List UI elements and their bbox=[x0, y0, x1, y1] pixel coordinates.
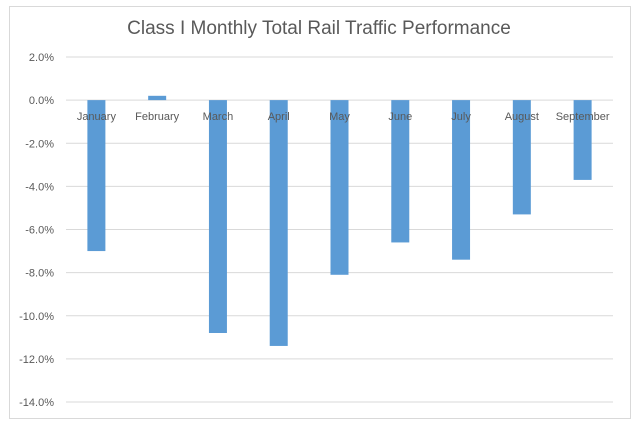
y-tick-label: 0.0% bbox=[29, 95, 54, 107]
bar-january bbox=[87, 100, 106, 252]
chart-title: Class I Monthly Total Rail Traffic Perfo… bbox=[127, 18, 511, 39]
x-tick-label-february: February bbox=[135, 111, 180, 123]
y-tick-label: -10.0% bbox=[19, 311, 54, 323]
y-tick-label: -2.0% bbox=[25, 138, 54, 150]
x-tick-label-april: April bbox=[268, 111, 290, 123]
y-tick-label: -4.0% bbox=[25, 181, 54, 193]
bar-february bbox=[148, 95, 167, 101]
bar-september bbox=[573, 100, 592, 180]
bar-june bbox=[391, 100, 410, 243]
bar-may bbox=[330, 100, 349, 275]
y-axis-ticks: 2.0% 0.0% -2.0% -4.0% -6.0% -8.0% -10.0% -12.0%… bbox=[19, 52, 54, 409]
x-tick-label-january: January bbox=[77, 111, 117, 123]
bar-august bbox=[512, 100, 531, 215]
bar-april bbox=[269, 100, 288, 346]
y-tick-label: -6.0% bbox=[25, 225, 54, 237]
y-tick-label: -8.0% bbox=[25, 268, 54, 280]
x-tick-label-september: September bbox=[556, 111, 610, 123]
x-tick-label-march: March bbox=[203, 111, 234, 123]
x-tick-label-june: June bbox=[388, 111, 412, 123]
x-tick-label-may: May bbox=[329, 111, 350, 123]
bars bbox=[87, 95, 592, 346]
x-tick-label-august: August bbox=[505, 111, 539, 123]
bar-july bbox=[452, 100, 471, 260]
y-tick-label: 2.0% bbox=[29, 52, 54, 64]
bar-march bbox=[208, 100, 227, 333]
y-tick-label: -12.0% bbox=[19, 354, 54, 366]
x-axis-ticks: January February March April May June July Augu… bbox=[77, 111, 610, 123]
x-tick-label-july: July bbox=[451, 111, 471, 123]
y-tick-label: -14.0% bbox=[19, 397, 54, 409]
